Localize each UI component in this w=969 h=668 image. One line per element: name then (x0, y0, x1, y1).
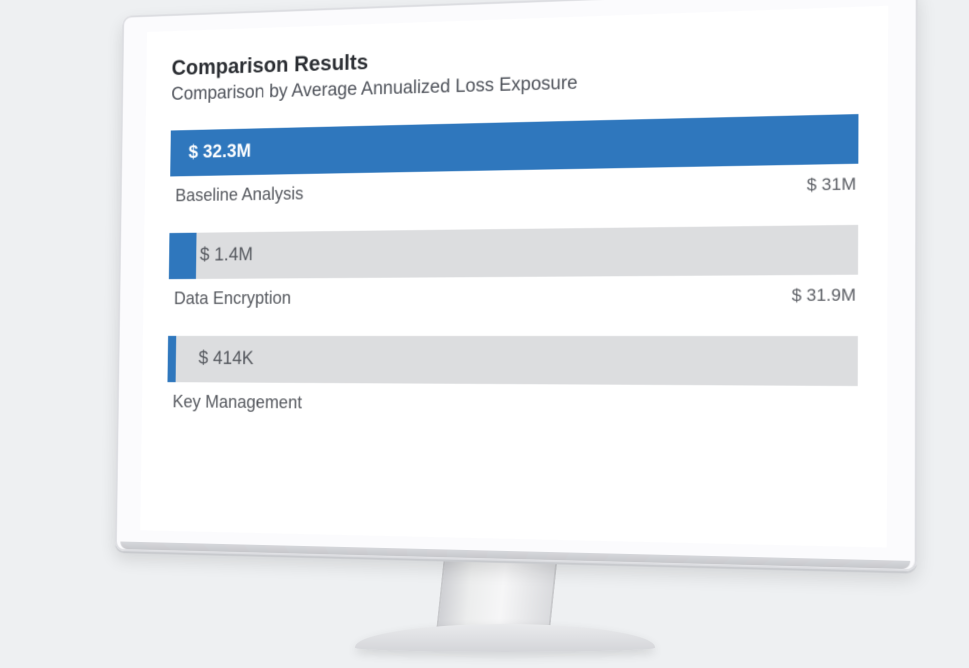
bar-meta: Data Encryption $ 31.9M (168, 275, 858, 327)
monitor-frame: Comparison Results Comparison by Average… (115, 0, 918, 572)
bar-value-label: $ 1.4M (169, 245, 253, 267)
monitor-stand-base (355, 624, 655, 652)
comparison-panel: Comparison Results Comparison by Average… (142, 6, 889, 438)
bar-category-label: Baseline Analysis (175, 184, 303, 206)
bar-track: $ 414K (167, 336, 857, 386)
bar-row: $ 1.4M Data Encryption $ 31.9M (168, 225, 858, 326)
bar-value-label: $ 414K (168, 348, 254, 370)
scene: Comparison Results Comparison by Average… (0, 0, 969, 668)
bar-row: $ 32.3M Baseline Analysis $ 31M (170, 114, 859, 223)
screen: Comparison Results Comparison by Average… (140, 6, 888, 548)
bar-category-label: Key Management (172, 392, 302, 413)
bar-list: $ 32.3M Baseline Analysis $ 31M $ 1.4M Data … (167, 114, 859, 437)
bar-category-label: Data Encryption (174, 288, 291, 309)
bar-track: $ 1.4M (169, 225, 858, 279)
bar-value-label: $ 32.3M (170, 141, 251, 164)
bar-right-label: $ 31M (807, 174, 856, 195)
bar-meta: Key Management (167, 382, 858, 437)
bar-right-label: $ 31.9M (792, 285, 856, 306)
bar-row: $ 414K Key Management (167, 336, 858, 437)
